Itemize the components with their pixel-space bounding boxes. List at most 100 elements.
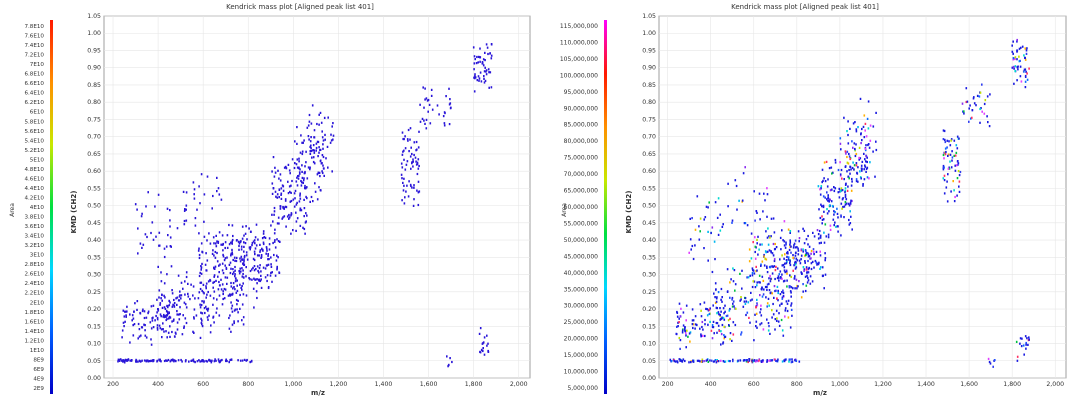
data-point	[230, 254, 232, 257]
data-point	[840, 148, 842, 151]
data-point	[1016, 40, 1018, 43]
colorbar-tick-label: 6.4E10	[24, 91, 44, 97]
data-point	[256, 254, 259, 257]
colorbar-tick-label: 6.6E10	[24, 81, 44, 87]
data-point	[173, 302, 176, 305]
data-point	[840, 215, 842, 218]
data-point	[299, 172, 301, 175]
data-point	[327, 116, 329, 119]
data-point	[266, 249, 268, 252]
data-point	[144, 233, 147, 236]
data-point	[221, 358, 223, 362]
data-point	[234, 288, 236, 291]
data-point	[274, 171, 277, 174]
data-point	[745, 360, 748, 363]
data-point	[798, 259, 801, 262]
data-point	[738, 199, 740, 202]
data-point	[732, 358, 734, 361]
data-point	[714, 282, 717, 285]
data-point	[712, 320, 715, 323]
colorbar-tick-label: 5.2E10	[24, 148, 44, 154]
data-point	[775, 359, 777, 362]
data-point	[187, 282, 189, 285]
data-point	[732, 300, 735, 303]
data-point	[142, 243, 145, 246]
data-point	[304, 232, 306, 235]
data-point	[332, 122, 334, 125]
data-point	[755, 325, 757, 328]
data-point	[301, 150, 304, 153]
data-point	[166, 336, 168, 339]
data-point	[875, 140, 877, 143]
data-point	[810, 257, 812, 260]
data-point	[205, 282, 208, 285]
data-point	[301, 176, 304, 179]
data-point	[958, 185, 960, 188]
data-point	[150, 338, 152, 341]
data-point	[721, 317, 724, 320]
data-point	[846, 170, 848, 173]
data-point	[703, 218, 705, 221]
data-point	[864, 164, 866, 167]
data-point	[777, 275, 780, 278]
data-point	[687, 335, 689, 338]
data-point	[957, 162, 960, 165]
data-point	[766, 288, 768, 291]
data-point	[449, 357, 451, 360]
data-point	[181, 333, 184, 336]
colorbar-tick-label: 4.6E10	[24, 176, 44, 182]
data-point	[757, 253, 759, 256]
data-point	[144, 324, 146, 327]
data-point	[729, 338, 731, 341]
data-point	[428, 103, 431, 106]
data-point	[961, 102, 964, 105]
data-point	[448, 363, 450, 367]
data-point	[946, 200, 949, 203]
data-point	[156, 326, 159, 329]
data-point	[774, 328, 776, 331]
data-point	[764, 250, 767, 253]
data-point	[790, 245, 792, 248]
data-point	[222, 243, 224, 246]
data-point	[707, 360, 710, 363]
data-point	[867, 127, 870, 130]
data-point	[119, 358, 122, 361]
data-point	[185, 271, 188, 274]
data-point	[170, 245, 172, 248]
data-point	[953, 189, 955, 192]
data-point	[772, 265, 774, 268]
data-point	[752, 241, 754, 244]
data-point	[242, 262, 245, 265]
data-point	[734, 289, 736, 292]
data-point	[163, 294, 165, 297]
data-point	[156, 318, 159, 321]
colorbar-tick-label: 4.8E10	[24, 167, 44, 173]
data-point	[824, 196, 826, 199]
data-point	[840, 214, 842, 217]
chart-panel-left: Kendrick mass plot [Aligned peak list 40…	[9, 3, 531, 397]
data-point	[201, 289, 203, 292]
data-point	[774, 318, 777, 321]
data-point	[289, 190, 291, 193]
data-point	[246, 258, 249, 261]
data-point	[756, 302, 758, 305]
data-point	[218, 264, 220, 267]
colorbar-tick-label: 10,000,000	[564, 369, 599, 376]
data-point	[245, 359, 248, 362]
colorbar: 2E94E96E98E91E101.2E101.4E101.6E101.8E10…	[24, 20, 53, 394]
data-point	[965, 87, 968, 90]
data-point	[246, 238, 248, 241]
data-point	[280, 197, 283, 200]
data-point	[294, 197, 296, 200]
data-point	[864, 149, 867, 152]
data-point	[1025, 343, 1027, 346]
data-point	[215, 311, 218, 314]
data-point	[956, 135, 959, 138]
data-point	[215, 245, 218, 248]
data-point	[173, 318, 175, 321]
data-point	[228, 223, 230, 227]
data-point	[487, 349, 489, 353]
data-point	[721, 225, 724, 228]
data-point	[306, 177, 309, 180]
data-point	[739, 299, 741, 302]
